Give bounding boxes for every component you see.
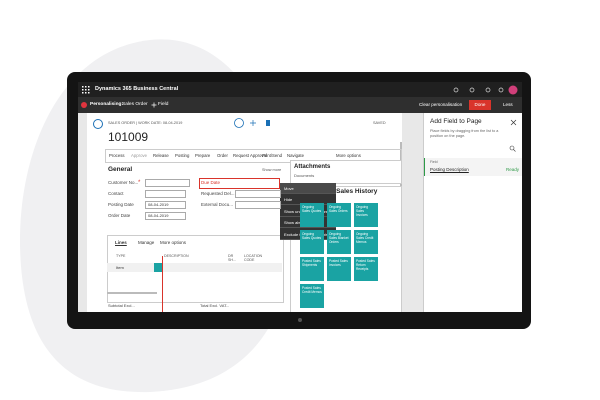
less-button[interactable]: Less — [503, 102, 513, 107]
action-item[interactable]: Navigate — [287, 153, 304, 158]
history-tile[interactable]: Ongoing Sales Quotes — [300, 203, 324, 227]
search-icon[interactable] — [509, 145, 516, 152]
waffle-icon[interactable] — [82, 86, 90, 94]
action-bar: Process Approve Release Posting Prepare Order… — [105, 149, 402, 163]
attachments-box — [290, 160, 402, 184]
field-input[interactable] — [235, 190, 281, 198]
plus-icon — [151, 102, 157, 108]
field-label: Posting Date — [108, 202, 134, 207]
history-title: Customer Sales History — [304, 188, 378, 195]
field-label: Customer No... — [108, 180, 139, 185]
row-type: Item — [116, 265, 124, 270]
field-input[interactable] — [145, 190, 186, 198]
field-label: Contact — [108, 191, 124, 196]
clear-button[interactable]: Clear personalisation — [419, 102, 463, 107]
action-item[interactable]: Print/Send — [262, 153, 283, 158]
subtotal-label: Subtotal Excl... — [108, 303, 135, 308]
field-input[interactable]: 08-04-2019 — [145, 201, 186, 209]
app-title: Dynamics 365 Business Central — [95, 86, 179, 92]
attachments-item[interactable]: Documents — [294, 173, 315, 178]
lines-tab[interactable]: More options — [160, 240, 187, 245]
show-more[interactable]: Show more — [262, 168, 282, 172]
section-title: General — [108, 166, 133, 173]
action-item[interactable]: Process — [109, 153, 125, 158]
lines-row — [107, 263, 282, 272]
history-tile[interactable]: Posted Sales Shipments — [300, 257, 324, 281]
action-item[interactable]: More options — [336, 153, 361, 158]
field-label: Order Date — [108, 213, 131, 218]
action-item[interactable]: Prepare — [195, 153, 211, 158]
field-input[interactable] — [145, 179, 190, 187]
action-item[interactable]: Release — [153, 153, 169, 158]
field-label: Due Date — [201, 180, 221, 185]
menu-item[interactable]: Show always — [280, 217, 336, 229]
field-name[interactable]: Posting Description — [430, 167, 469, 172]
field-highlight[interactable] — [199, 178, 280, 189]
total-label: Total Excl. VAT... — [200, 303, 230, 308]
action-item[interactable]: Request Approval — [233, 153, 267, 158]
save-status: SAVED — [373, 121, 386, 125]
history-tile[interactable]: Ongoing Sales Orders — [327, 203, 351, 227]
history-tile[interactable]: Ongoing Sales Invoices — [354, 203, 378, 227]
field-label: External Docu... — [201, 202, 234, 207]
document-number: 101009 — [108, 130, 149, 144]
history-tile[interactable]: Posted Sales Return Receipts — [354, 257, 378, 281]
close-icon[interactable] — [510, 119, 517, 126]
menu-item[interactable]: Move — [280, 183, 336, 194]
history-tile[interactable]: Ongoing Sales Credit Memos — [354, 230, 378, 254]
history-tile[interactable]: Posted Sales Credit Memos — [300, 284, 324, 308]
lines-scrollbar — [107, 292, 157, 294]
page-caption: SALES ORDER | WORK DATE: 08-04-2019 — [108, 121, 183, 125]
column-header: TYPE — [116, 254, 126, 258]
add-field-button[interactable]: Field — [158, 102, 169, 107]
field-label: Requested Del... — [201, 191, 235, 196]
top-bar — [78, 82, 522, 97]
action-item[interactable]: Order — [217, 153, 228, 158]
history-tile[interactable]: Posted Sales Invoices — [327, 257, 351, 281]
attachments-title: Attachments — [294, 164, 331, 170]
panel-title: Add Field to Page — [430, 118, 482, 125]
insert-marker — [162, 256, 163, 312]
required-mark: * — [138, 180, 141, 186]
page-icons — [234, 118, 270, 128]
top-icons — [453, 85, 518, 95]
field-input[interactable] — [235, 201, 281, 209]
action-item[interactable]: Posting — [175, 153, 190, 158]
column-header: DR SH... — [228, 254, 236, 262]
history-tile[interactable]: Ongoing Sales Blanket Orders — [327, 230, 351, 254]
monitor-dot — [298, 318, 302, 322]
lines-tab[interactable]: Lines — [115, 240, 127, 245]
field-row[interactable] — [424, 158, 522, 176]
field-status: Ready — [506, 167, 520, 172]
back-button[interactable] — [93, 119, 103, 129]
panel-column: Field — [430, 160, 438, 164]
panel-description: Place fields by dragging from the list t… — [430, 129, 499, 138]
add-field-panel — [423, 113, 522, 312]
column-header: LOCATION CODE — [244, 254, 263, 262]
action-item[interactable]: Approve — [131, 153, 148, 158]
history-tile[interactable]: Ongoing Sales Quotes — [300, 230, 324, 254]
personalise-page: Sales Order — [122, 102, 148, 107]
column-header: DESCRIPTION — [164, 254, 189, 258]
done-button[interactable]: Done — [469, 100, 491, 110]
personalise-label: Personalising: — [90, 102, 124, 107]
personalise-icon — [81, 102, 87, 108]
screen: Dynamics 365 Business Central Personalis… — [78, 82, 522, 312]
drag-target — [154, 263, 162, 272]
lines-tab[interactable]: Manage — [138, 240, 155, 245]
personalise-bar — [78, 97, 522, 113]
field-input[interactable]: 08-04-2019 — [145, 212, 186, 220]
